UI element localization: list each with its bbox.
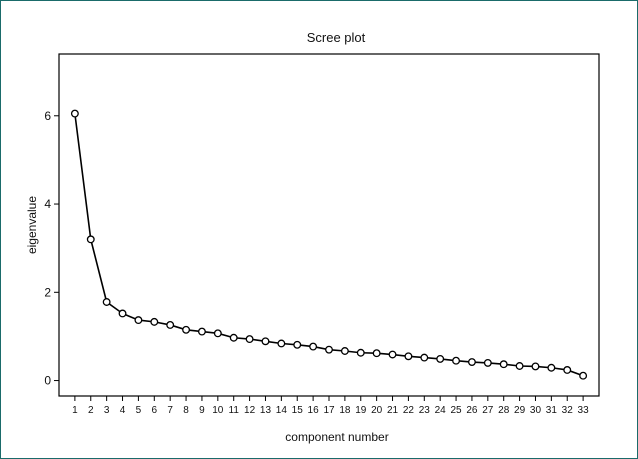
x-axis-label: component number (285, 430, 388, 444)
x-tick-label: 14 (276, 405, 288, 416)
y-axis: 0 2 4 6 (44, 109, 59, 388)
data-point (70, 109, 79, 118)
data-point (182, 325, 191, 334)
data-point (86, 235, 95, 244)
x-tick-label: 22 (403, 405, 415, 416)
x-tick-label: 31 (546, 405, 558, 416)
y-tick-label: 0 (44, 374, 51, 388)
x-tick-label: 20 (371, 405, 383, 416)
x-tick-label: 13 (260, 405, 272, 416)
data-point (340, 347, 349, 355)
x-tick-label: 24 (435, 405, 447, 416)
data-point (404, 352, 413, 361)
data-point (356, 348, 365, 357)
y-tick-label: 2 (44, 285, 51, 299)
data-point (372, 349, 381, 358)
y-axis-label: eigenvalue (25, 196, 39, 254)
x-tick-label: 4 (120, 405, 126, 416)
data-point (166, 321, 175, 329)
x-axis: 1 2 3 4 5 6 7 8 9 10 11 12 13 14 15 16 17 18 19 20 21 22 23 24 2… (72, 396, 589, 416)
plot-area (58, 53, 600, 397)
y-tick-label: 4 (44, 197, 51, 211)
x-tick-label: 23 (419, 405, 431, 416)
data-point (563, 366, 572, 374)
y-tick-label: 6 (44, 109, 51, 123)
data-point (547, 363, 556, 372)
series-line (74, 113, 584, 377)
x-tick-label: 7 (167, 405, 173, 416)
x-tick-label: 9 (199, 405, 205, 416)
x-tick-label: 11 (229, 405, 240, 416)
data-point (197, 327, 206, 336)
x-tick-label: 6 (152, 405, 158, 416)
x-tick-label: 15 (292, 405, 304, 416)
data-point (118, 309, 127, 318)
x-tick-label: 28 (498, 405, 510, 416)
x-tick-label: 19 (355, 405, 367, 416)
x-tick-label: 29 (514, 405, 526, 416)
x-tick-label: 17 (323, 405, 335, 416)
data-point (293, 340, 302, 349)
data-point (102, 298, 111, 306)
x-tick-label: 32 (562, 405, 574, 416)
data-point (579, 371, 588, 380)
x-tick-label: 3 (104, 405, 110, 416)
x-tick-label: 33 (578, 405, 590, 416)
data-point (150, 317, 159, 326)
data-point (420, 353, 429, 362)
x-tick-label: 25 (450, 405, 462, 416)
data-point (213, 329, 222, 338)
x-tick-label: 16 (308, 405, 320, 416)
x-tick-label: 18 (339, 405, 351, 416)
data-point (499, 360, 508, 369)
x-tick-label: 30 (530, 405, 542, 416)
data-point (277, 339, 286, 348)
x-tick-label: 26 (466, 405, 478, 416)
data-point (388, 350, 397, 359)
data-point (515, 362, 524, 370)
x-tick-label: 12 (244, 405, 256, 416)
data-point (309, 342, 318, 351)
x-tick-label: 27 (482, 405, 494, 416)
x-tick-label: 1 (72, 405, 78, 416)
data-point (261, 337, 270, 346)
data-point (229, 333, 238, 342)
data-point (483, 358, 492, 367)
x-tick-label: 21 (387, 405, 399, 416)
chart-title: Scree plot (307, 30, 366, 45)
data-point (452, 356, 461, 365)
data-point (325, 345, 333, 354)
data-point (436, 354, 445, 363)
x-tick-label: 2 (88, 405, 94, 416)
data-point (134, 316, 143, 325)
data-point (531, 362, 540, 371)
data-point (467, 358, 476, 366)
series-eigenvalue (70, 109, 588, 380)
x-tick-label: 5 (136, 405, 142, 416)
data-point (245, 335, 254, 344)
x-tick-label: 8 (183, 405, 189, 416)
x-tick-label: 10 (212, 405, 224, 416)
